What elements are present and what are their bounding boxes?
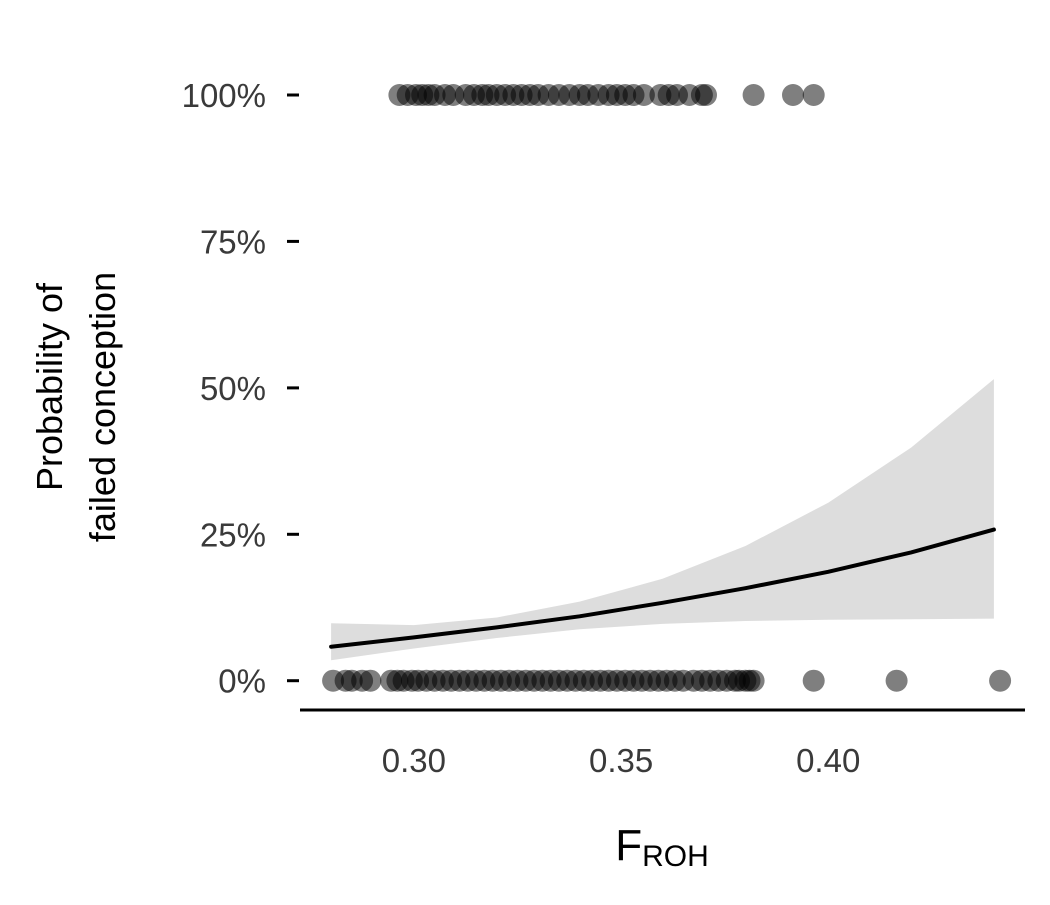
x-tick-label: 0.35 bbox=[589, 742, 653, 779]
points-layer bbox=[322, 84, 1012, 692]
data-point bbox=[885, 669, 908, 692]
data-point bbox=[632, 84, 655, 106]
y-axis-title-line-2: failed conception bbox=[82, 272, 123, 542]
confidence-ribbon-layer bbox=[331, 379, 994, 661]
x-tick-label: 0.30 bbox=[382, 742, 446, 779]
x-axis-title: FROH bbox=[615, 821, 709, 873]
data-point bbox=[802, 669, 825, 692]
y-tick-label: 0% bbox=[218, 663, 266, 700]
x-axis-title-subscript: ROH bbox=[642, 840, 709, 873]
y-tick-label: 75% bbox=[200, 223, 266, 260]
y-axis-title-line-1: Probability of bbox=[29, 282, 70, 491]
fit-line-layer bbox=[329, 527, 996, 649]
fit-line bbox=[329, 527, 996, 649]
data-point bbox=[695, 84, 717, 106]
data-point bbox=[359, 669, 382, 692]
y-tick-label: 25% bbox=[200, 516, 266, 553]
data-point bbox=[802, 84, 825, 106]
data-point bbox=[742, 669, 765, 692]
data-point bbox=[742, 84, 765, 106]
data-point bbox=[989, 669, 1012, 692]
x-axis-title-main: F bbox=[615, 821, 642, 870]
data-point bbox=[782, 84, 804, 106]
x-tick-label: 0.40 bbox=[796, 742, 860, 779]
axes-layer: 0.30 0.35 0.40 0% 25% 50% 75% 100% bbox=[182, 77, 1025, 779]
confidence-ribbon bbox=[331, 379, 994, 661]
y-tick-label: 100% bbox=[182, 77, 266, 114]
y-tick-label: 50% bbox=[200, 370, 266, 407]
